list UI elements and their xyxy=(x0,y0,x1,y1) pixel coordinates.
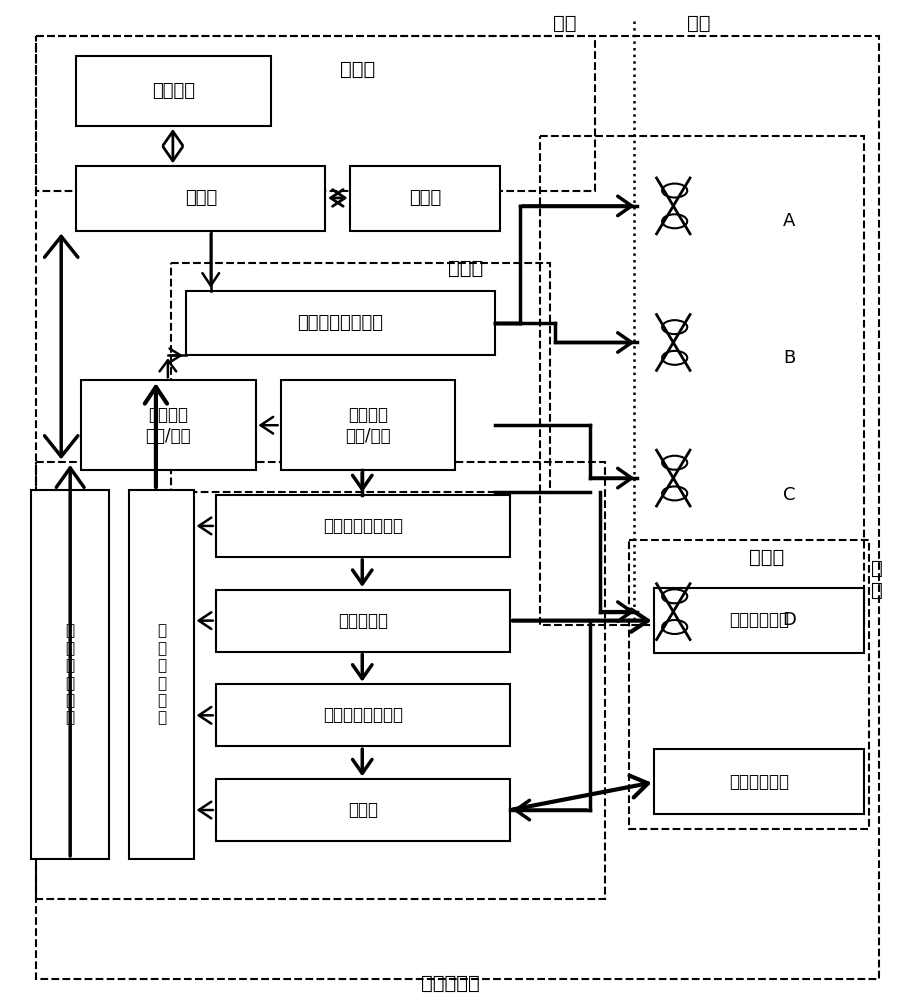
Bar xyxy=(351,166,500,231)
Ellipse shape xyxy=(662,184,687,198)
Text: 对侧触发元件: 对侧触发元件 xyxy=(729,611,789,629)
Bar xyxy=(31,490,109,859)
Text: 主控器: 主控器 xyxy=(340,60,376,79)
Bar xyxy=(215,590,509,652)
Bar xyxy=(76,56,271,126)
Text: 双腿站立相（后）: 双腿站立相（后） xyxy=(323,706,403,724)
Text: 同步控制器: 同步控制器 xyxy=(421,974,479,993)
Text: B: B xyxy=(783,349,795,367)
Text: 双腿站立相（前）: 双腿站立相（前） xyxy=(323,517,403,535)
Text: 摆动相: 摆动相 xyxy=(348,801,378,819)
Bar xyxy=(630,540,868,829)
Bar xyxy=(76,166,326,231)
Text: 操作界面: 操作界面 xyxy=(152,82,195,100)
Text: 触发器: 触发器 xyxy=(749,548,784,567)
Bar xyxy=(654,749,864,814)
Text: 刺激器: 刺激器 xyxy=(448,259,483,278)
Text: 单片机: 单片机 xyxy=(185,189,217,207)
Bar xyxy=(129,490,194,859)
Bar xyxy=(81,380,256,470)
Text: A: A xyxy=(783,212,795,230)
Ellipse shape xyxy=(662,589,687,603)
Text: D: D xyxy=(782,611,796,629)
Ellipse shape xyxy=(662,486,687,500)
Ellipse shape xyxy=(662,456,687,470)
Text: 调
制
时
序
发
生: 调 制 时 序 发 生 xyxy=(157,623,166,725)
Text: 同侧触发元件: 同侧触发元件 xyxy=(729,773,789,791)
Bar xyxy=(170,263,550,492)
Text: 下肢: 下肢 xyxy=(687,14,711,33)
Text: 低频脉冲
发生/调节: 低频脉冲 发生/调节 xyxy=(345,406,390,445)
Text: 单腿支撑相: 单腿支撑相 xyxy=(338,612,388,630)
Bar xyxy=(540,136,864,625)
Bar xyxy=(36,36,595,191)
Ellipse shape xyxy=(662,351,687,365)
Text: 主机: 主机 xyxy=(553,14,577,33)
Ellipse shape xyxy=(662,214,687,228)
Bar xyxy=(281,380,455,470)
Bar xyxy=(215,495,509,557)
Bar xyxy=(654,588,864,653)
Bar xyxy=(215,779,509,841)
Text: C: C xyxy=(783,486,796,504)
Text: 低频脉冲
分配/调制: 低频脉冲 分配/调制 xyxy=(145,406,191,445)
Ellipse shape xyxy=(662,620,687,634)
Text: 刺激脉冲功率驱动: 刺激脉冲功率驱动 xyxy=(297,314,383,332)
Text: 电
极: 电 极 xyxy=(871,559,883,600)
Text: 存储器: 存储器 xyxy=(409,189,441,207)
Ellipse shape xyxy=(662,320,687,334)
Bar xyxy=(186,291,495,355)
Bar xyxy=(215,684,509,746)
Text: 周
期
循
环
控
制: 周 期 循 环 控 制 xyxy=(65,623,74,725)
Bar xyxy=(36,462,605,899)
